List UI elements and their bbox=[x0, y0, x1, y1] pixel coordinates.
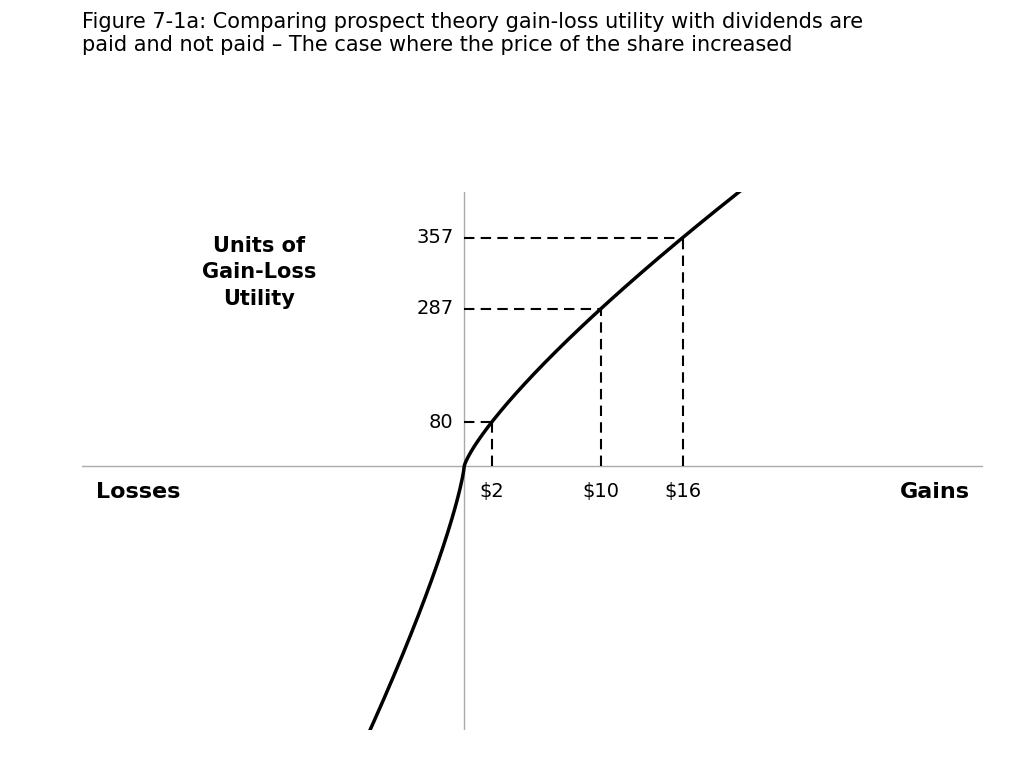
Text: Figure 7-1a: Comparing prospect theory gain-loss utility with dividends are: Figure 7-1a: Comparing prospect theory g… bbox=[82, 12, 863, 31]
Text: $10: $10 bbox=[583, 482, 620, 501]
Text: $2: $2 bbox=[479, 482, 504, 501]
Text: Gains: Gains bbox=[899, 482, 970, 502]
Text: 357: 357 bbox=[416, 228, 454, 247]
Text: $16: $16 bbox=[665, 482, 701, 501]
Text: 80: 80 bbox=[429, 413, 454, 432]
Text: Units of
Gain-Loss
Utility: Units of Gain-Loss Utility bbox=[202, 236, 316, 309]
Text: paid and not paid – The case where the price of the share increased: paid and not paid – The case where the p… bbox=[82, 35, 793, 55]
Text: 287: 287 bbox=[416, 300, 454, 319]
Text: Losses: Losses bbox=[95, 482, 180, 502]
